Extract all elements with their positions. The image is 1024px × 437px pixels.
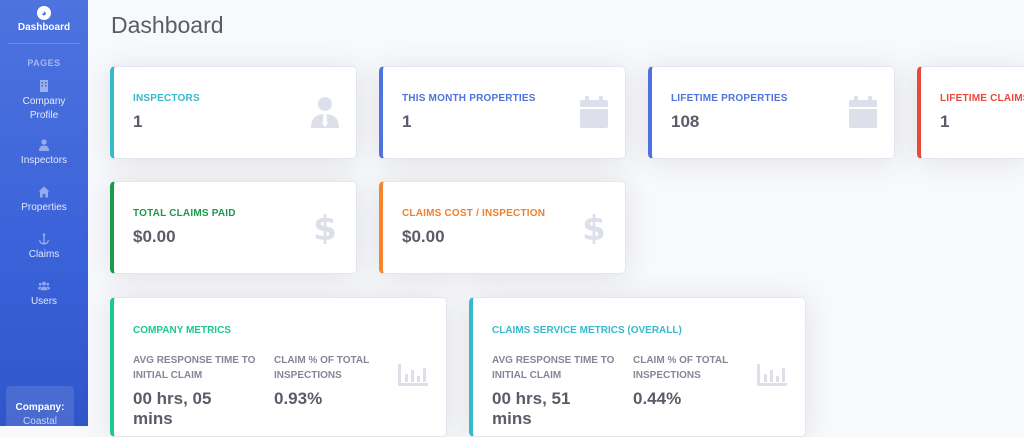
stat-label: TOTAL CLAIMS PAID bbox=[133, 208, 236, 219]
svg-text:$: $ bbox=[584, 210, 604, 244]
dollar-icon: $ bbox=[310, 210, 340, 244]
metric-column-claim-percent: CLAIM % OF TOTAL INSPECTIONS 0.93% bbox=[274, 353, 399, 409]
stat-card-inspectors: INSPECTORS 1 bbox=[110, 66, 357, 159]
stat-label: LIFETIME CLAIMS bbox=[940, 93, 1024, 104]
metric-card-company: COMPANY METRICS AVG RESPONSE TIME TO INI… bbox=[110, 297, 447, 437]
metric-column-response-time: AVG RESPONSE TIME TO INITIAL CLAIM 00 hr… bbox=[492, 353, 617, 429]
svg-text:$: $ bbox=[315, 210, 335, 244]
metric-title: CLAIMS SERVICE METRICS (OVERALL) bbox=[492, 325, 682, 336]
metric-label: CLAIM % OF TOTAL INSPECTIONS bbox=[633, 355, 728, 381]
stat-card-claims-cost-per-inspection: CLAIMS COST / INSPECTION $0.00 $ bbox=[379, 181, 626, 274]
metric-value: 00 hrs, 05 mins bbox=[133, 389, 212, 428]
sidebar-item-company-profile[interactable]: Company Profile bbox=[0, 80, 88, 123]
users-icon bbox=[38, 280, 50, 292]
stat-label: CLAIMS COST / INSPECTION bbox=[402, 208, 546, 219]
sidebar-item-label: Claims bbox=[28, 249, 60, 260]
sidebar-brand-label: Dashboard bbox=[17, 22, 71, 33]
metric-card-claims-service: CLAIMS SERVICE METRICS (OVERALL) AVG RES… bbox=[469, 297, 806, 437]
metric-title: COMPANY METRICS bbox=[133, 325, 231, 336]
company-key: Company: bbox=[15, 402, 65, 413]
sidebar-item-label: Properties bbox=[21, 202, 67, 213]
metric-value: 00 hrs, 51 mins bbox=[492, 389, 571, 428]
stat-value: $0.00 bbox=[402, 227, 445, 246]
sidebar-item-users[interactable]: Users bbox=[0, 280, 88, 309]
sidebar-item-label: Inspectors bbox=[20, 155, 68, 166]
stat-label: THIS MONTH PROPERTIES bbox=[402, 93, 536, 104]
stat-label: LIFETIME PROPERTIES bbox=[671, 93, 788, 104]
stat-card-total-claims-paid: TOTAL CLAIMS PAID $0.00 $ bbox=[110, 181, 357, 274]
dashboard-icon: ◕ bbox=[37, 6, 51, 20]
stat-value: 1 bbox=[133, 112, 143, 131]
sidebar-item-claims[interactable]: Claims bbox=[0, 233, 88, 262]
metric-value: 0.93% bbox=[274, 389, 323, 408]
metric-column-claim-percent: CLAIM % OF TOTAL INSPECTIONS 0.44% bbox=[633, 353, 758, 409]
metric-value: 0.44% bbox=[633, 389, 682, 408]
stat-card-this-month-properties: THIS MONTH PROPERTIES 1 bbox=[379, 66, 626, 159]
sidebar-item-inspectors[interactable]: Inspectors bbox=[0, 139, 88, 168]
stat-card-lifetime-claims: LIFETIME CLAIMS 1 bbox=[917, 66, 1024, 159]
sidebar-item-properties[interactable]: Properties bbox=[0, 186, 88, 215]
metric-column-response-time: AVG RESPONSE TIME TO INITIAL CLAIM 00 hr… bbox=[133, 353, 258, 429]
dollar-icon: $ bbox=[579, 210, 609, 244]
sidebar-item-label: Users bbox=[30, 296, 58, 307]
stat-value: $0.00 bbox=[133, 227, 176, 246]
sidebar-heading: PAGES bbox=[27, 58, 61, 68]
metric-label: AVG RESPONSE TIME TO INITIAL CLAIM bbox=[492, 355, 615, 381]
metric-label: CLAIM % OF TOTAL INSPECTIONS bbox=[274, 355, 369, 381]
bar-chart-icon bbox=[398, 364, 428, 391]
page-title: Dashboard bbox=[111, 12, 224, 38]
stat-value: 108 bbox=[671, 112, 700, 131]
metric-label: AVG RESPONSE TIME TO INITIAL CLAIM bbox=[133, 355, 256, 381]
stat-value: 1 bbox=[940, 112, 950, 131]
user-tie-icon bbox=[38, 139, 50, 151]
calendar-icon bbox=[579, 95, 609, 129]
company-selector[interactable]: Company: Coastal bbox=[6, 386, 74, 426]
anchor-icon bbox=[38, 233, 50, 245]
sidebar-item-label: Company Profile bbox=[22, 96, 66, 121]
user-tie-icon bbox=[310, 95, 340, 129]
sidebar: ◕ Dashboard PAGES Company Profile Inspec… bbox=[0, 0, 88, 426]
building-icon bbox=[38, 80, 50, 92]
stat-card-lifetime-properties: LIFETIME PROPERTIES 108 bbox=[648, 66, 895, 159]
company-value: Coastal bbox=[23, 416, 57, 426]
stat-label: INSPECTORS bbox=[133, 93, 200, 104]
bar-chart-icon bbox=[757, 364, 787, 391]
house-icon bbox=[38, 186, 50, 198]
sidebar-brand[interactable]: ◕ Dashboard bbox=[8, 0, 80, 44]
calendar-icon bbox=[848, 95, 878, 129]
stat-value: 1 bbox=[402, 112, 412, 131]
